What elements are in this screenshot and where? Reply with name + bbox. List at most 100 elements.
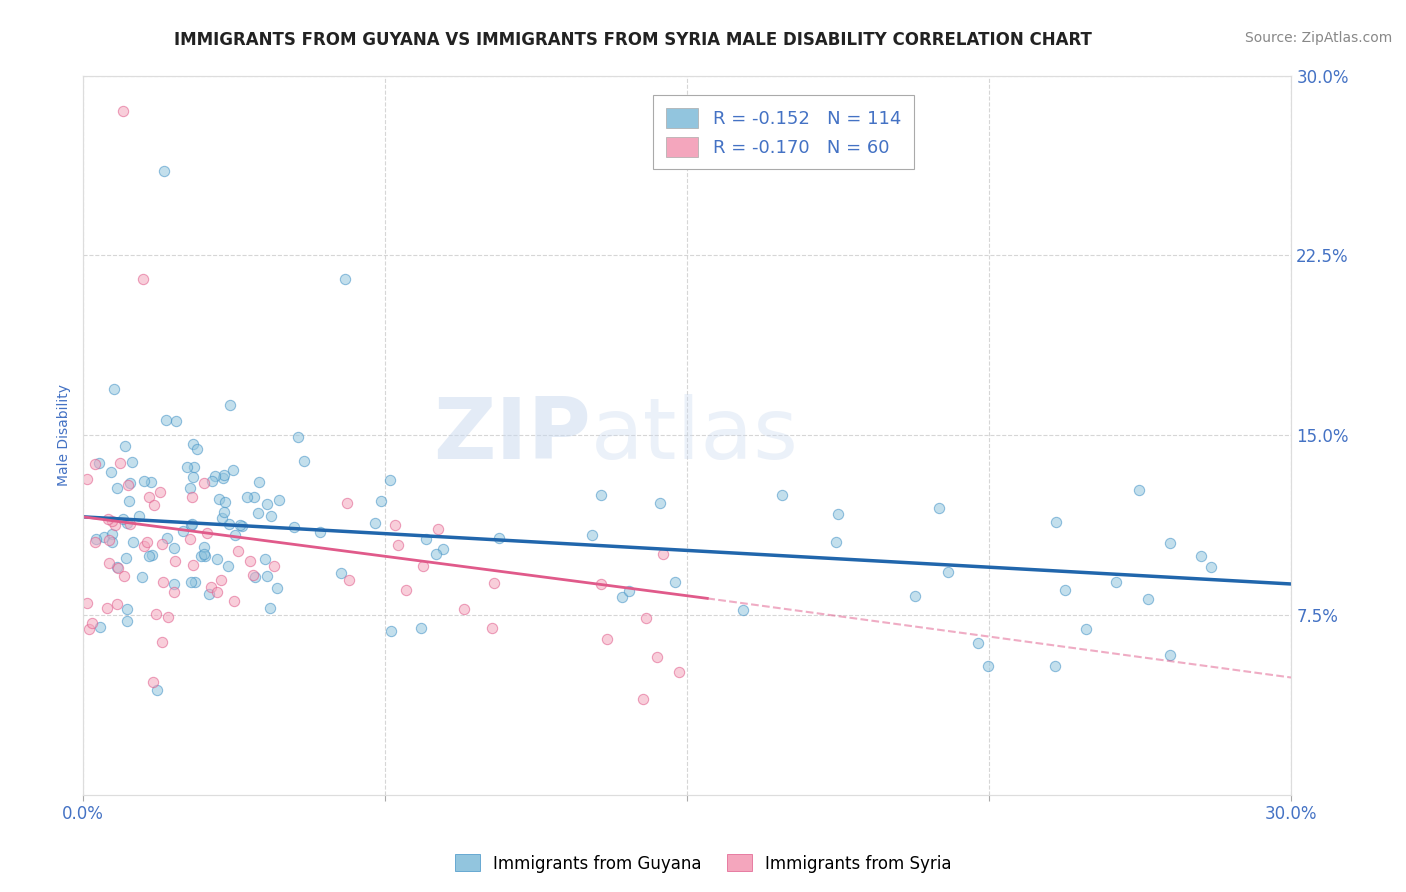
Point [591,577,613,591]
Point [211,471,233,485]
Point [141,475,163,489]
Point [336,496,359,510]
Point [132,539,155,553]
Point [115,614,138,628]
Point [337,573,360,587]
Point [1045,515,1067,529]
Point [93,530,115,544]
Point [105,481,128,495]
Point [163,554,186,568]
Point [425,547,447,561]
Point [581,528,603,542]
Point [115,516,138,530]
Point [101,526,124,541]
Point [1189,549,1212,563]
Point [107,561,129,575]
Point [204,468,226,483]
Point [222,463,245,477]
Point [180,490,202,504]
Point [84,458,107,472]
Point [211,511,233,525]
Point [242,567,264,582]
Point [488,531,510,545]
Point [384,518,406,533]
Point [256,569,278,583]
Point [194,549,217,564]
Point [1160,536,1182,550]
Point [395,583,418,598]
Legend: Immigrants from Guyana, Immigrants from Syria: Immigrants from Guyana, Immigrants from … [449,847,957,880]
Point [1159,648,1181,662]
Point [409,621,432,635]
Point [101,534,124,549]
Point [231,519,253,533]
Point [378,473,401,487]
Point [212,505,235,519]
Point [589,488,612,502]
Point [224,528,246,542]
Point [190,549,212,564]
Point [904,589,927,603]
Point [76,472,98,486]
Point [98,556,121,570]
Point [181,470,204,484]
Point [219,398,242,412]
Point [180,575,202,590]
Point [118,476,141,491]
Point [1136,592,1159,607]
Point [98,533,121,547]
Point [1074,622,1097,636]
Point [645,649,668,664]
Point [179,481,201,495]
Point [115,601,138,615]
Point [186,442,208,456]
Point [128,509,150,524]
Point [218,516,240,531]
Point [243,570,266,584]
Point [770,488,793,502]
Point [172,524,194,538]
Point [84,532,107,546]
Point [287,430,309,444]
Point [380,624,402,638]
Point [283,520,305,534]
Text: IMMIGRANTS FROM GUYANA VS IMMIGRANTS FROM SYRIA MALE DISABILITY CORRELATION CHAR: IMMIGRANTS FROM GUYANA VS IMMIGRANTS FRO… [174,31,1091,49]
Point [146,682,169,697]
Point [247,475,270,489]
Point [156,610,179,624]
Point [652,547,675,561]
Point [453,602,475,616]
Point [96,600,118,615]
Point [256,497,278,511]
Point [967,636,990,650]
Point [214,495,236,509]
Point [134,474,156,488]
Point [1045,659,1067,673]
Point [198,587,221,601]
Point [132,272,155,286]
Point [143,498,166,512]
Point [263,558,285,573]
Point [825,535,848,549]
Point [664,574,686,589]
Point [229,518,252,533]
Point [138,549,160,563]
Point [195,525,218,540]
Point [112,569,135,583]
Point [131,570,153,584]
Point [108,456,131,470]
Point [112,104,135,119]
Point [267,492,290,507]
Point [977,659,1000,673]
Point [928,500,950,515]
Point [370,493,392,508]
Point [482,576,505,591]
Point [260,509,283,524]
Text: atlas: atlas [591,393,799,477]
Point [179,532,201,546]
Point [165,413,187,427]
Point [1054,583,1077,598]
Text: Source: ZipAtlas.com: Source: ZipAtlas.com [1244,31,1392,45]
Point [208,491,231,506]
Point [105,559,128,574]
